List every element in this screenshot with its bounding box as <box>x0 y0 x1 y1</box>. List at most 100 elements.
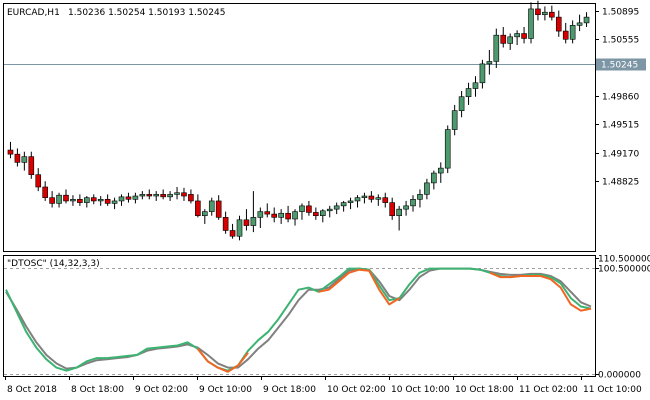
candle-body <box>417 194 423 200</box>
candle-body <box>375 197 382 200</box>
time-tick-label: 9 Oct 18:00 <box>263 385 316 395</box>
candle-body <box>21 156 28 163</box>
candle-body <box>146 194 153 197</box>
candle-body <box>340 202 347 207</box>
candle-body <box>42 186 48 198</box>
candle-body <box>153 194 160 197</box>
candle-body <box>167 194 173 198</box>
price-tick-label: 1.50555 <box>602 36 639 46</box>
candle-body <box>299 205 305 212</box>
candle-body <box>132 195 139 200</box>
candle-body <box>382 197 389 203</box>
candle-body <box>424 182 430 195</box>
time-tick-label: 8 Oct 18:00 <box>71 385 124 395</box>
candle-body <box>437 167 444 174</box>
candle-body <box>431 172 437 184</box>
candle-body <box>7 149 14 155</box>
candle-body <box>479 63 486 84</box>
price-tick-label: 1.49860 <box>602 93 639 103</box>
level-label: 100.500000 <box>598 265 650 275</box>
time-tick-label: 9 Oct 10:00 <box>199 385 252 395</box>
candle-body <box>28 156 35 175</box>
candle-body <box>250 217 257 226</box>
price-tick-label: 1.50895 <box>602 8 639 18</box>
candle-body <box>486 61 493 65</box>
candle-body <box>229 230 236 237</box>
candle-series <box>7 0 590 241</box>
main-panel[interactable] <box>3 3 596 252</box>
candle-body <box>528 8 534 39</box>
time-tick-label: 11 Oct 02:00 <box>519 385 578 395</box>
candle-body <box>56 194 62 204</box>
oscillator-line-1 <box>5 267 592 370</box>
candle-body <box>215 200 222 218</box>
candle-body <box>181 192 187 197</box>
candle-body <box>410 199 416 207</box>
candle-body <box>319 210 326 217</box>
candle-body <box>521 33 527 39</box>
candle-body <box>292 211 298 220</box>
oscillator-line-2 <box>196 268 592 373</box>
time-tick-label: 10 Oct 02:00 <box>327 385 386 395</box>
price-tick-label: 1.49170 <box>602 150 639 160</box>
candle-body <box>465 88 472 98</box>
candle-body <box>396 208 402 217</box>
candle-body <box>354 197 361 202</box>
symbol-label: EURCAD,H1 <box>7 8 60 18</box>
candle-body <box>535 8 541 15</box>
candle-body <box>562 30 569 40</box>
candle-body <box>451 110 458 130</box>
price-tick-label: 1.49515 <box>602 121 639 131</box>
candle-body <box>222 217 229 231</box>
candle-body <box>118 196 125 202</box>
candle-body <box>507 36 513 44</box>
candle-body <box>271 213 278 218</box>
candle-body <box>313 212 319 217</box>
candle-body <box>576 22 583 26</box>
candle-body <box>70 199 76 202</box>
candle-body <box>202 211 208 217</box>
level-label: 0.000000 <box>598 371 641 381</box>
candle-body <box>389 202 395 217</box>
time-tick-label: 8 Oct 2018 <box>7 385 57 395</box>
candle-body <box>285 212 291 220</box>
candle-body <box>569 25 576 40</box>
candle-body <box>90 197 97 202</box>
price-tick-label: 1.48825 <box>602 178 639 188</box>
candle-body <box>333 205 340 210</box>
candle-body <box>444 129 451 169</box>
candle-body <box>97 199 104 202</box>
candle-body <box>555 16 562 32</box>
candle-body <box>347 200 354 203</box>
candle-body <box>326 208 333 212</box>
current-price-label: 1.50245 <box>601 61 638 71</box>
time-tick-label: 9 Oct 02:00 <box>135 385 188 395</box>
candle-body <box>403 205 409 210</box>
candle-body <box>84 197 90 203</box>
candle-body <box>493 34 500 62</box>
candle-body <box>257 211 264 218</box>
candle-body <box>125 196 132 200</box>
candle-body <box>104 199 111 204</box>
candle-body <box>63 194 69 202</box>
current-price-badge <box>596 58 646 71</box>
indicator-title: "DTOSC" (14,32,3,3) <box>7 259 100 269</box>
candle-body <box>472 82 479 89</box>
time-tick-label: 10 Oct 18:00 <box>455 385 514 395</box>
candle-body <box>139 194 146 197</box>
candle-body <box>195 200 201 217</box>
candle-body <box>514 33 520 38</box>
candle-body <box>458 96 465 111</box>
time-tick-label: 11 Oct 10:00 <box>583 385 642 395</box>
time-tick-label: 10 Oct 10:00 <box>391 385 450 395</box>
candle-body <box>500 34 507 44</box>
candle-body <box>243 219 250 226</box>
candle-body <box>368 195 375 200</box>
candle-body <box>174 192 180 195</box>
candle-body <box>111 200 118 204</box>
time-axis: 8 Oct 2018 8 Oct 18:00 9 Oct 02:00 9 Oct 10… <box>5 376 642 395</box>
level-label: 110.500000 <box>598 255 650 265</box>
candle-body <box>549 11 555 18</box>
